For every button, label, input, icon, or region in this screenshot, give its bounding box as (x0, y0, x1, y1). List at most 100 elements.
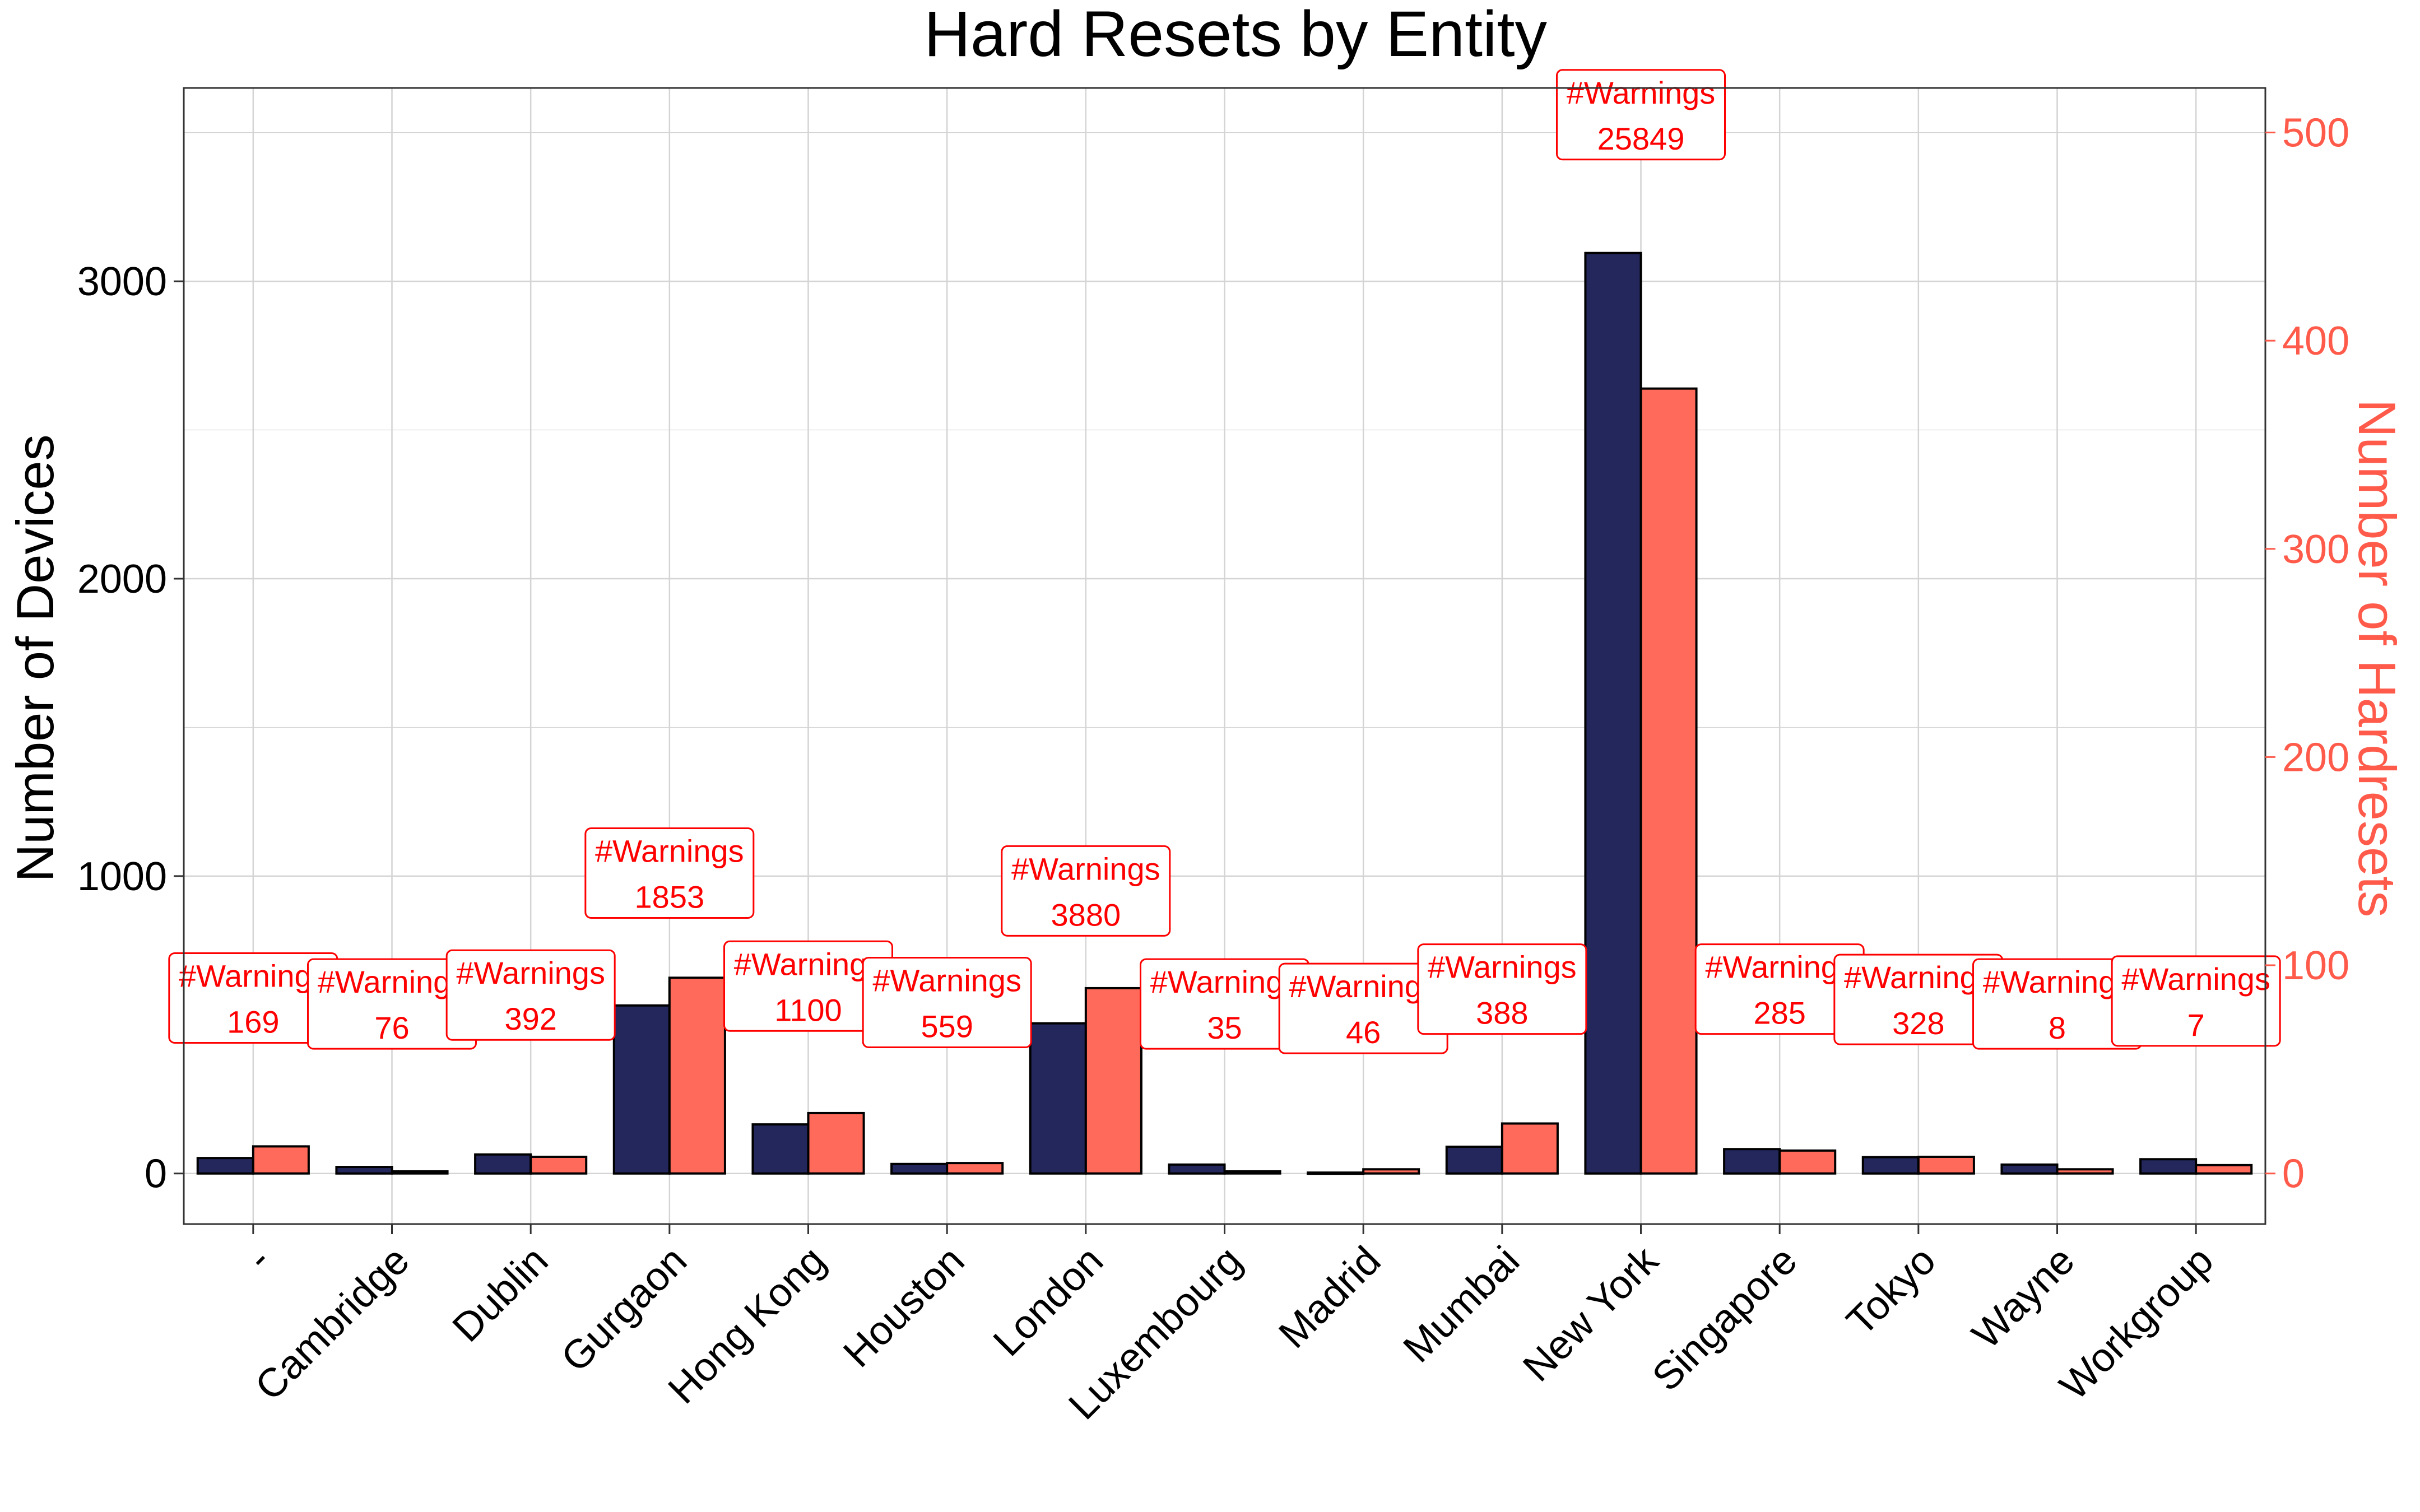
warning-annotation-value: 169 (227, 1004, 279, 1040)
bar-hardresets (1639, 387, 1698, 1175)
bar-devices (1445, 1145, 1503, 1175)
y-tick-label-left: 0 (145, 1152, 167, 1197)
warning-annotation-label: #Warnings (1844, 960, 1993, 995)
bar-hardresets (252, 1145, 310, 1175)
x-tick-label: Dublin (444, 1238, 557, 1351)
bar-devices (196, 1157, 254, 1175)
warning-annotation-label: #Warnings (318, 964, 467, 999)
bar-devices (890, 1162, 949, 1175)
bar-hardresets (1223, 1170, 1281, 1175)
warning-annotation-label: #Warnings (734, 946, 883, 981)
y-tick-label-left: 1000 (77, 854, 167, 899)
y-axis-right: 0 100 200 300 400 500 (2265, 111, 2349, 1197)
x-tick-label: Gurgaon (552, 1238, 695, 1381)
y-tick-label-right: 100 (2282, 943, 2349, 988)
warning-annotation: #Warnings 1853 (584, 827, 755, 919)
y-tick-label-left: 2000 (77, 557, 167, 602)
warning-annotation-label: #Warnings (456, 955, 605, 990)
warning-annotation-box (584, 827, 755, 919)
bar-hardresets (946, 1162, 1004, 1175)
warning-annotation: #Warnings 7 (2111, 955, 2281, 1047)
warning-annotation: #Warnings 559 (862, 956, 1032, 1048)
warning-annotation-label: #Warnings (595, 834, 744, 869)
bar-devices (612, 1004, 671, 1175)
warning-annotation-value: 1100 (774, 992, 842, 1027)
warning-annotation-label: #Warnings (872, 962, 1021, 998)
warning-annotation-value: 328 (1892, 1006, 1944, 1041)
warning-annotation: #Warnings 285 (1694, 943, 1865, 1035)
bars (196, 252, 2253, 1175)
warning-annotation-box (1001, 845, 1171, 937)
bar-hardresets (1084, 987, 1142, 1175)
bar-devices (1029, 1022, 1087, 1175)
bar-devices (1307, 1171, 1365, 1175)
bar-hardresets (391, 1170, 449, 1175)
y-axis-label-right: Number of Hardresets (2348, 399, 2407, 918)
bar-devices (2000, 1163, 2059, 1175)
warning-annotation-label: #Warnings (1567, 75, 1716, 110)
warning-annotation-box (1556, 69, 1726, 161)
x-tick-label: London (985, 1238, 1112, 1365)
warning-annotation-value: 8 (2049, 1010, 2066, 1045)
y-tick-label-left: 3000 (77, 259, 167, 304)
bar-hardresets (668, 976, 726, 1175)
bar-hardresets (1501, 1122, 1559, 1175)
warning-annotation-box (1417, 943, 1587, 1035)
annotations: #Warnings169#Warnings76#Warnings392#Warn… (168, 69, 2281, 1054)
y-axis-left: 0 1000 2000 3000 (77, 259, 184, 1197)
warning-annotation-value: 388 (1476, 995, 1528, 1031)
bar-devices (1861, 1156, 1920, 1175)
x-tick-label: Houston (835, 1238, 973, 1376)
warning-annotation-box (2111, 955, 2281, 1047)
warning-annotation-label: #Warnings (1428, 950, 1577, 985)
bar-hardresets (807, 1111, 865, 1175)
x-tick-label: Madrid (1270, 1238, 1389, 1357)
y-tick-label-right: 400 (2282, 319, 2349, 364)
warning-annotation-label: #Warnings (1983, 964, 2132, 999)
warning-annotation: #Warnings 1100 (723, 940, 893, 1032)
bar-devices (1723, 1148, 1781, 1175)
y-tick-label-right: 300 (2282, 527, 2349, 572)
warning-annotation-value: 285 (1753, 995, 1805, 1031)
bar-devices (751, 1123, 810, 1175)
bar-devices (474, 1153, 532, 1175)
warning-annotation-value: 559 (921, 1008, 973, 1044)
bar-hardresets (2195, 1164, 2253, 1175)
warning-annotation: #Warnings 46 (1278, 962, 1448, 1054)
bar-hardresets (1362, 1168, 1420, 1175)
bar-hardresets (1778, 1149, 1837, 1175)
x-tick-label: Tokyo (1838, 1238, 1945, 1344)
y-tick-label-right: 500 (2282, 111, 2349, 156)
bar-hardresets (2056, 1168, 2114, 1175)
grid (184, 88, 2265, 1224)
warning-annotation-value: 35 (1207, 1010, 1242, 1045)
warning-annotation-value: 76 (374, 1010, 409, 1045)
warning-annotation-box (445, 949, 616, 1041)
bar-devices (335, 1166, 393, 1175)
y-tick-label-right: 200 (2282, 735, 2349, 780)
warning-annotation-label: #Warnings (179, 959, 328, 994)
bar-devices (2139, 1158, 2198, 1175)
x-tick-label: Singapore (1644, 1238, 1806, 1400)
warning-annotation-label: #Warnings (1289, 969, 1438, 1004)
y-tick-label-right: 0 (2282, 1152, 2305, 1197)
warning-annotation: #Warnings 3880 (1001, 845, 1171, 937)
warning-annotation-label: #Warnings (1705, 950, 1854, 985)
warning-annotation: #Warnings 392 (445, 949, 616, 1041)
chart-title: Hard Resets by Entity (924, 0, 1548, 70)
warning-annotation: #Warnings 328 (1833, 953, 2004, 1045)
x-tick-label: Mumbai (1395, 1238, 1529, 1371)
bar-hardresets (1917, 1155, 1975, 1175)
warning-annotation-value: 7 (2187, 1007, 2205, 1043)
warning-annotation: #Warnings 76 (307, 958, 477, 1050)
warning-annotation: #Warnings 25849 (1556, 69, 1726, 161)
warning-annotation: #Warnings 35 (1140, 958, 1309, 1050)
x-tick-label: - (238, 1238, 280, 1280)
y-axis-label-left: Number of Devices (6, 434, 64, 882)
warning-annotation-label: #Warnings (1150, 964, 1299, 999)
warning-annotation-value: 392 (504, 1001, 556, 1036)
warning-annotation-label: #Warnings (1011, 851, 1160, 886)
warning-annotation-box (862, 956, 1032, 1048)
warning-annotation: #Warnings 388 (1417, 943, 1587, 1035)
